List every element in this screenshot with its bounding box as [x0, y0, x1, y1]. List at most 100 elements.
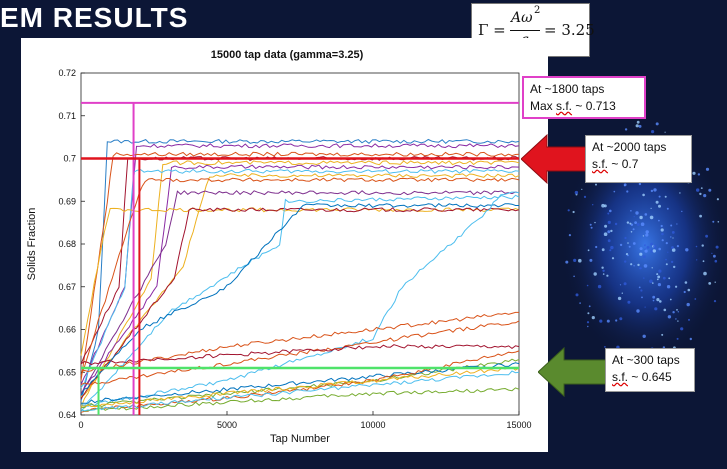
slide-title: EM RESULTS	[0, 2, 189, 33]
powder-speck	[677, 320, 679, 322]
powder-speck	[626, 190, 629, 193]
powder-speck	[565, 260, 569, 264]
powder-speck	[611, 257, 615, 260]
powder-speck	[604, 346, 606, 348]
powder-speck	[635, 211, 639, 215]
powder-speck	[665, 263, 668, 266]
powder-speck	[627, 254, 629, 257]
powder-speck	[666, 207, 669, 210]
powder-speck	[609, 209, 612, 213]
powder-speck	[593, 272, 597, 276]
powder-speck	[694, 298, 697, 300]
powder-speck	[619, 317, 623, 321]
powder-speck	[652, 282, 654, 284]
powder-speck	[652, 249, 656, 253]
powder-speck	[602, 273, 605, 275]
powder-speck	[636, 223, 640, 226]
powder-speck	[583, 195, 587, 198]
callout-2000-line2: s.f. ~ 0.7	[592, 157, 639, 171]
powder-speck	[649, 215, 654, 220]
powder-speck	[607, 220, 611, 224]
powder-speck	[649, 279, 653, 284]
powder-speck	[657, 275, 661, 279]
powder-speck	[652, 299, 655, 302]
powder-speck	[590, 226, 593, 229]
series-line	[80, 207, 520, 356]
series-line	[80, 190, 520, 394]
powder-speck	[633, 265, 635, 267]
x-tick-label: 0	[78, 420, 83, 430]
powder-speck	[588, 305, 591, 308]
powder-speck	[688, 318, 690, 321]
powder-speck	[574, 190, 579, 195]
series-line	[80, 164, 520, 396]
series-line	[80, 387, 520, 412]
powder-speck	[713, 300, 717, 303]
green-arrow-icon	[538, 347, 606, 397]
y-tick-label: 0.72	[58, 68, 76, 78]
powder-speck	[638, 286, 641, 289]
powder-speck	[655, 122, 659, 126]
powder-speck	[656, 298, 660, 302]
powder-speck	[624, 128, 628, 131]
powder-speck	[640, 222, 645, 226]
solids-fraction-chart: 15000 tap data (gamma=3.25) 0 5000 10000 15…	[26, 49, 532, 445]
powder-speck	[629, 222, 632, 225]
powder-speck	[664, 195, 667, 198]
series-line	[80, 344, 520, 366]
powder-speck	[667, 315, 672, 319]
powder-speck	[713, 254, 716, 258]
callout-300-taps: At ~300 taps s.f. ~ 0.645	[605, 348, 695, 392]
powder-speck	[591, 316, 595, 320]
powder-speck	[623, 183, 627, 187]
powder-speck	[665, 242, 668, 245]
powder-speck	[634, 221, 637, 225]
series-line	[80, 362, 520, 404]
powder-speck	[717, 221, 720, 223]
callout-300-line1: At ~300 taps	[612, 353, 680, 367]
powder-speck	[579, 302, 581, 304]
powder-speck	[696, 259, 698, 261]
formula-exponent: 2	[534, 5, 541, 16]
powder-speck	[586, 321, 590, 324]
plot-card: 15000 tap data (gamma=3.25) 0 5000 10000 15…	[21, 38, 548, 452]
formula-rhs: = 3.25	[544, 21, 595, 39]
series-line	[80, 138, 520, 402]
powder-speck	[639, 247, 643, 251]
powder-speck	[700, 187, 703, 190]
powder-speck	[658, 204, 661, 208]
red-arrow-icon	[521, 133, 587, 185]
callout-300-line2: s.f. ~ 0.645	[612, 370, 672, 384]
powder-speck	[686, 302, 690, 307]
powder-speck	[676, 245, 680, 248]
powder-speck	[702, 260, 705, 263]
x-tick-label: 5000	[217, 420, 237, 430]
powder-speck	[650, 242, 653, 246]
x-tick-label: 15000	[506, 420, 531, 430]
powder-speck	[676, 309, 678, 311]
powder-speck	[645, 233, 649, 237]
powder-speck	[695, 245, 698, 248]
powder-speck	[667, 251, 669, 253]
powder-speck	[606, 274, 609, 277]
series-line	[80, 320, 520, 386]
powder-speck	[635, 124, 639, 128]
powder-speck	[650, 189, 654, 193]
powder-speck	[680, 327, 684, 331]
y-tick-label: 0.71	[58, 111, 76, 121]
powder-speck	[632, 242, 636, 245]
powder-speck	[671, 248, 676, 252]
powder-speck	[656, 273, 659, 276]
powder-speck	[708, 188, 712, 192]
y-tick-label: 0.68	[58, 239, 76, 249]
powder-speck	[627, 242, 629, 244]
powder-speck	[661, 232, 664, 236]
powder-speck	[641, 296, 643, 299]
powder-speck	[701, 244, 704, 247]
powder-speck	[666, 285, 671, 289]
powder-speck	[644, 249, 648, 253]
y-tick-label: 0.69	[58, 196, 76, 206]
powder-speck	[601, 203, 605, 208]
powder-speck	[696, 188, 700, 192]
powder-speck	[592, 204, 594, 206]
